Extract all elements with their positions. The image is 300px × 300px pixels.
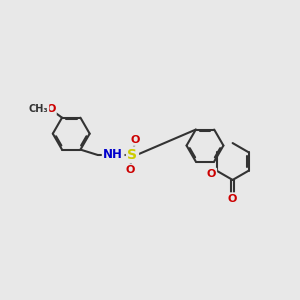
Text: O: O [125, 165, 135, 176]
Text: O: O [228, 194, 237, 204]
Text: NH: NH [103, 148, 123, 161]
Text: O: O [130, 134, 140, 145]
Text: S: S [128, 148, 137, 162]
Text: CH₃: CH₃ [28, 104, 48, 114]
Text: O: O [206, 169, 216, 179]
Text: O: O [46, 104, 56, 114]
